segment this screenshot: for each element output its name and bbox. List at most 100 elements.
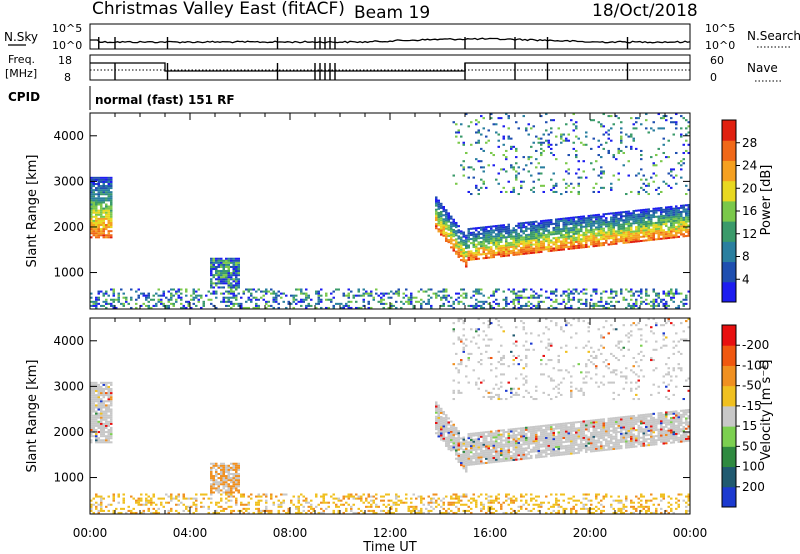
heatmap-cell <box>465 439 468 442</box>
heatmap-cell <box>215 261 218 264</box>
heatmap-cell <box>530 241 533 244</box>
heatmap-cell <box>580 244 583 247</box>
heatmap-cell <box>567 294 570 297</box>
heatmap-cell <box>512 247 515 250</box>
heatmap-cell <box>92 207 95 210</box>
heatmap-cell <box>227 304 230 307</box>
heatmap-cell <box>687 224 690 227</box>
heatmap-cell <box>620 223 623 226</box>
heatmap-cell <box>685 149 688 152</box>
heatmap-cell <box>357 497 360 500</box>
heatmap-cell <box>647 237 650 240</box>
heatmap-cell <box>657 233 660 236</box>
heatmap-cell <box>105 435 108 438</box>
heatmap-cell <box>102 400 105 403</box>
heatmap-cell <box>455 511 458 514</box>
heatmap-cell <box>602 505 605 508</box>
heatmap-cell <box>192 296 195 299</box>
heatmap-cell <box>670 226 673 229</box>
heatmap-cell <box>237 304 240 307</box>
heatmap-cell <box>617 178 620 181</box>
heatmap-cell <box>90 296 93 299</box>
heatmap-cell <box>612 228 615 231</box>
heatmap-cell <box>612 238 615 241</box>
heatmap-cell <box>115 298 118 301</box>
heatmap-cell <box>202 497 205 500</box>
heatmap-cell <box>117 511 120 514</box>
heatmap-cell <box>367 300 370 303</box>
heatmap-cell <box>652 232 655 235</box>
heatmap-cell <box>522 232 525 235</box>
heatmap-cell <box>465 441 468 444</box>
heatmap-cell <box>682 143 685 146</box>
heatmap-cell <box>455 439 458 442</box>
heatmap-cell <box>442 421 445 424</box>
heatmap-cell <box>347 288 350 291</box>
heatmap-cell <box>217 278 220 281</box>
heatmap-cell <box>540 248 543 251</box>
heatmap-cell <box>505 250 508 253</box>
heatmap-cell <box>307 505 310 508</box>
heatmap-cell <box>470 227 473 230</box>
heatmap-cell <box>135 290 138 293</box>
heatmap-cell <box>317 290 320 293</box>
heatmap-cell <box>522 431 525 434</box>
heatmap-cell <box>100 426 103 429</box>
heatmap-cell <box>470 121 473 124</box>
heatmap-cell <box>602 229 605 232</box>
heatmap-cell <box>507 302 510 305</box>
heatmap-cell <box>255 507 258 510</box>
heatmap-cell <box>560 505 563 508</box>
heatmap-cell <box>575 238 578 241</box>
heatmap-cell <box>675 221 678 224</box>
heatmap-cell <box>405 288 408 291</box>
heatmap-cell <box>545 248 548 251</box>
heatmap-cell <box>395 290 398 293</box>
heatmap-cell <box>625 214 628 217</box>
heatmap-cell <box>650 511 653 514</box>
heatmap-cell <box>397 288 400 291</box>
heatmap-cell <box>280 505 283 508</box>
heatmap-cell <box>522 224 525 227</box>
heatmap-cell <box>442 433 445 436</box>
heatmap-cell <box>660 223 663 226</box>
heatmap-cell <box>477 436 480 439</box>
heatmap-cell <box>685 298 688 301</box>
heatmap-cell <box>467 256 470 259</box>
heatmap-cell <box>227 470 230 473</box>
heatmap-cell <box>562 229 565 233</box>
heatmap-cell <box>520 453 523 457</box>
heatmap-cell <box>372 501 375 504</box>
heatmap-cell <box>435 292 438 295</box>
heatmap-cell <box>337 497 340 500</box>
heatmap-cell <box>672 176 675 179</box>
heatmap-cell <box>107 223 110 227</box>
heatmap-cell <box>450 246 453 249</box>
heatmap-cell <box>117 298 120 301</box>
heatmap-cell <box>585 239 588 242</box>
heatmap-cell <box>227 284 230 287</box>
heatmap-cell <box>567 227 570 230</box>
heatmap-cell <box>225 485 228 488</box>
heatmap-cell <box>685 220 688 223</box>
heatmap-cell <box>460 236 463 239</box>
heatmap-cell <box>102 426 105 429</box>
heatmap-cell <box>102 381 105 384</box>
heatmap-cell <box>507 453 510 456</box>
heatmap-cell <box>620 231 623 234</box>
heatmap-cell <box>210 292 213 295</box>
heatmap-cell <box>512 501 515 504</box>
heatmap-cell <box>307 501 310 504</box>
heatmap-cell <box>662 235 665 238</box>
heatmap-cell <box>687 151 690 155</box>
heatmap-cell <box>157 294 160 297</box>
heatmap-cell <box>97 197 100 200</box>
heatmap-cell <box>627 222 630 225</box>
heatmap-cell <box>97 302 100 305</box>
heatmap-cell <box>515 456 518 459</box>
heatmap-cell <box>520 290 523 293</box>
heatmap-cell <box>262 493 265 496</box>
heatmap-cell <box>605 235 608 238</box>
heatmap-cell <box>532 235 535 238</box>
heatmap-cell <box>665 292 668 295</box>
